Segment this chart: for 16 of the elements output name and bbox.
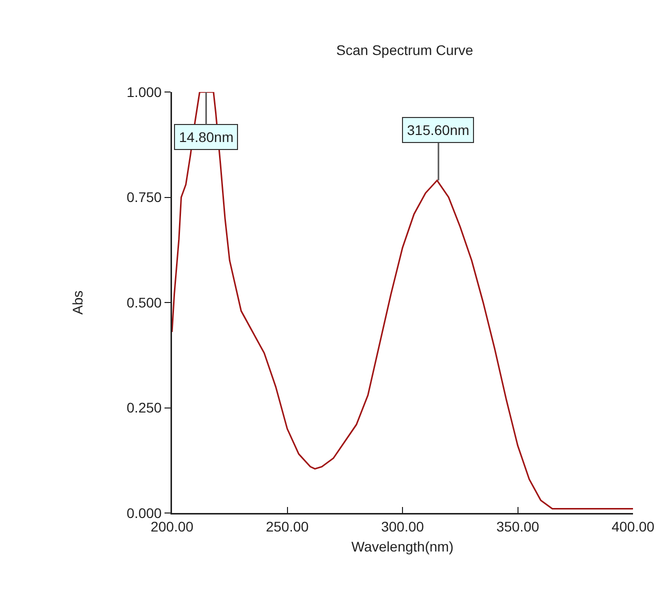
y-tick-label: 0.250: [126, 400, 162, 416]
y-tick-label: 0.750: [126, 189, 162, 206]
x-tick-label: 400.00: [612, 518, 655, 534]
x-tick-label: 250.00: [266, 518, 309, 534]
chart-title: Scan Spectrum Curve: [336, 42, 474, 58]
x-tick-label: 200.00: [150, 518, 194, 534]
x-tick-label: 300.00: [381, 518, 424, 534]
y-tick-label: 1.000: [126, 84, 162, 100]
x-tick-label: 350.00: [496, 518, 540, 534]
x-axis-title: Wavelength(nm): [351, 538, 454, 554]
annotation: 315.60nm: [407, 122, 470, 138]
line-series: [172, 92, 633, 510]
annotation: 14.80nm: [179, 129, 234, 145]
y-tick-label: 0.000: [126, 504, 162, 521]
y-axis-title: Abs: [70, 290, 86, 315]
y-tick-label: 0.500: [126, 294, 162, 310]
